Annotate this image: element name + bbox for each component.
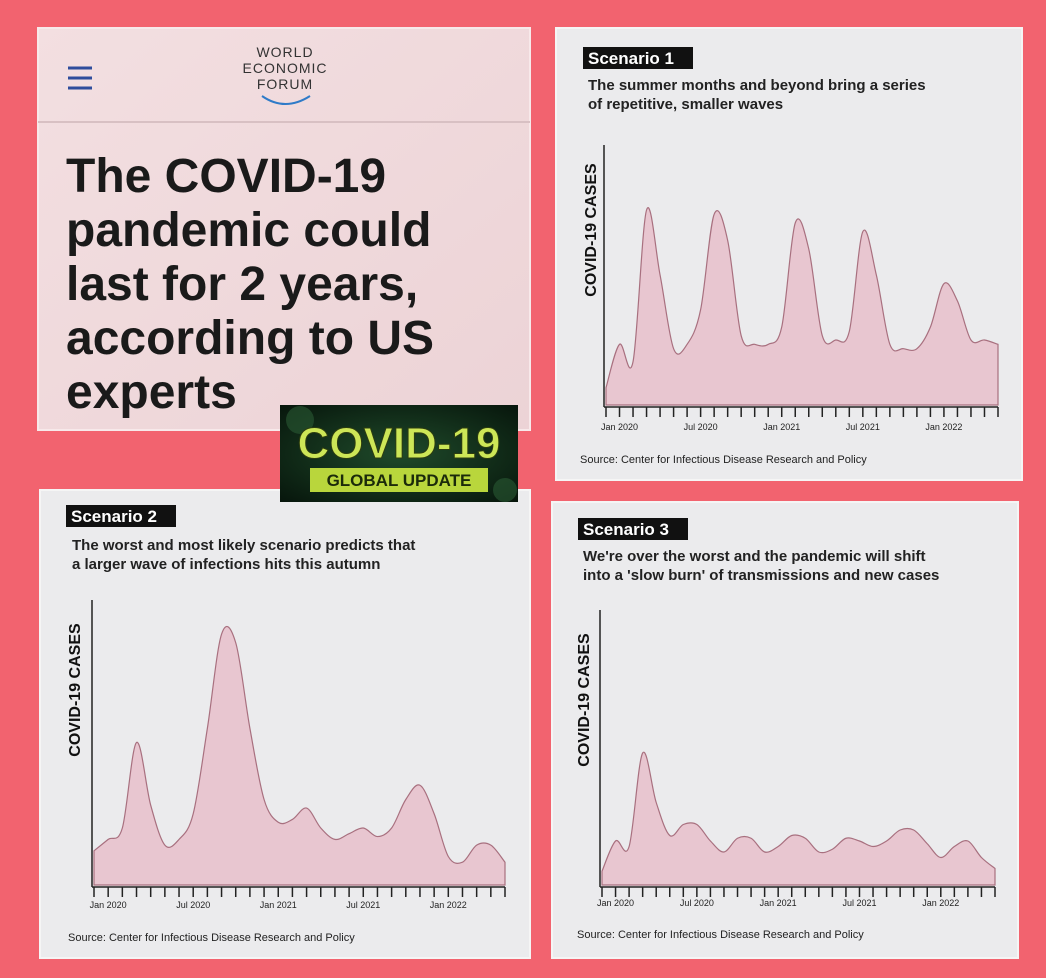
headline-line: pandemic could bbox=[66, 204, 431, 257]
chart-subtitle: of repetitive, smaller waves bbox=[588, 96, 783, 113]
x-tick-label: Jan 2020 bbox=[90, 900, 127, 910]
logo-arc bbox=[261, 95, 311, 105]
x-tick-label: Jan 2022 bbox=[922, 898, 959, 908]
x-tick-label: Jul 2020 bbox=[684, 422, 718, 432]
x-tick-label: Jan 2020 bbox=[601, 422, 638, 432]
source: Source: Center for Infectious Disease Re… bbox=[577, 929, 864, 941]
headline-line: The COVID-19 bbox=[66, 150, 386, 203]
y-axis-label: COVID-19 CASES bbox=[583, 163, 600, 297]
scenario-tag bbox=[66, 505, 176, 527]
x-tick-label: Jul 2021 bbox=[842, 898, 876, 908]
headline-line: according to US bbox=[66, 312, 434, 365]
headline: The COVID-19 pandemic could last for 2 y… bbox=[66, 150, 434, 419]
chart-subtitle: The summer months and beyond bring a ser… bbox=[588, 77, 926, 94]
y-axis-label: COVID-19 CASES bbox=[67, 623, 84, 757]
badge-title: COVID-19 bbox=[298, 419, 501, 468]
x-tick-label: Jul 2021 bbox=[846, 422, 880, 432]
area bbox=[93, 625, 506, 886]
card bbox=[37, 27, 531, 431]
area bbox=[605, 207, 999, 406]
badge-bar bbox=[310, 468, 488, 492]
badge-subtitle: GLOBAL UPDATE bbox=[327, 471, 472, 490]
scenario-tag bbox=[578, 518, 688, 540]
chart-subtitle: into a 'slow burn' of transmissions and … bbox=[583, 567, 939, 584]
source: Source: Center for Infectious Disease Re… bbox=[68, 932, 355, 944]
virus-deco bbox=[286, 406, 314, 434]
x-tick-label: Jan 2021 bbox=[760, 898, 797, 908]
chart-card: Scenario 1 The summer months and beyond b… bbox=[555, 27, 1023, 481]
chart-card: Scenario 3 We're over the worst and the p… bbox=[551, 501, 1019, 959]
virus-deco bbox=[493, 478, 517, 502]
x-tick-label: Jan 2022 bbox=[925, 422, 962, 432]
charts: Scenario 1 The summer months and beyond b… bbox=[39, 27, 1023, 959]
badge: COVID-19 GLOBAL UPDATE bbox=[280, 405, 518, 502]
x-tick-label: Jan 2020 bbox=[597, 898, 634, 908]
area bbox=[601, 751, 996, 886]
chart-title: Scenario 2 bbox=[71, 507, 157, 526]
chart-subtitle: a larger wave of infections hits this au… bbox=[72, 556, 380, 573]
x-tick-label: Jul 2020 bbox=[176, 900, 210, 910]
chart-title: Scenario 1 bbox=[588, 49, 674, 68]
chart-subtitle: We're over the worst and the pandemic wi… bbox=[583, 548, 926, 565]
logo-line: FORUM bbox=[257, 76, 313, 92]
chart-subtitle: The worst and most likely scenario predi… bbox=[72, 537, 415, 554]
menu-icon[interactable] bbox=[68, 66, 92, 90]
chart-card: Scenario 2 The worst and most likely scen… bbox=[39, 489, 531, 959]
x-tick-label: Jan 2021 bbox=[763, 422, 800, 432]
x-tick-label: Jan 2022 bbox=[430, 900, 467, 910]
chart-title: Scenario 3 bbox=[583, 520, 669, 539]
x-tick-label: Jul 2020 bbox=[680, 898, 714, 908]
logo-line: ECONOMIC bbox=[243, 60, 328, 76]
source: Source: Center for Infectious Disease Re… bbox=[580, 454, 867, 466]
scenario-tag bbox=[583, 47, 693, 69]
headline-line: last for 2 years, bbox=[66, 258, 418, 311]
logo-line: WORLD bbox=[256, 44, 313, 60]
header-card: WORLD ECONOMIC FORUM The COVID-19 pandem… bbox=[37, 27, 531, 431]
x-tick-label: Jul 2021 bbox=[346, 900, 380, 910]
headline-line: experts bbox=[66, 366, 237, 419]
y-axis-label: COVID-19 CASES bbox=[576, 633, 593, 767]
x-tick-label: Jan 2021 bbox=[260, 900, 297, 910]
logo[interactable]: WORLD ECONOMIC FORUM bbox=[243, 44, 328, 105]
